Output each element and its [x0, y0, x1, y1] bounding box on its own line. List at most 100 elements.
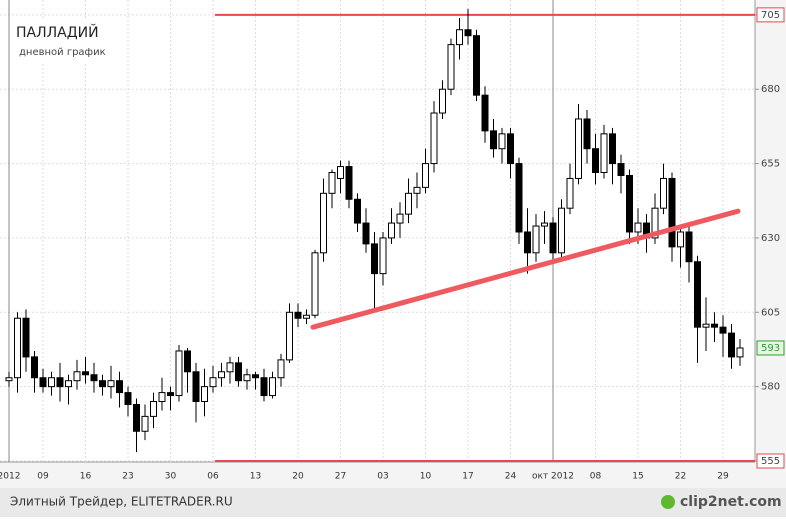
x-tick-label: 24 [505, 472, 517, 482]
candle-body [320, 192, 327, 254]
candle-body [422, 163, 429, 188]
x-tick-label: 27 [335, 472, 346, 482]
y-tick-label: 555 [761, 456, 780, 467]
candle-body [235, 362, 242, 382]
candle-body [430, 112, 438, 165]
candle-body [303, 314, 310, 319]
candle-body [575, 118, 582, 179]
candle-body [286, 311, 293, 361]
candle-body [694, 261, 701, 328]
x-tick-label: 29 [717, 472, 729, 482]
candle-body [660, 177, 667, 209]
candle-body [677, 231, 684, 248]
candle-body [277, 359, 285, 379]
x-tick-label: 09 [37, 472, 49, 482]
candle-body [609, 133, 616, 165]
candle-body [311, 252, 319, 316]
title-box [12, 20, 117, 62]
x-tick-label: 16 [80, 472, 92, 482]
x-tick-label: 30 [165, 472, 177, 482]
y-tick-label: 655 [761, 159, 780, 170]
tick-box [756, 453, 785, 469]
candle-body [379, 237, 387, 275]
candle-body [719, 326, 727, 334]
candle-body [371, 243, 378, 275]
candle-body [447, 44, 455, 90]
candle-body [90, 374, 98, 382]
x-tick-label: 13 [250, 472, 261, 482]
candle-body [524, 231, 531, 254]
candle-body [413, 186, 421, 194]
candle-body [328, 172, 336, 194]
candle-body [99, 380, 106, 388]
candle-body [56, 377, 64, 388]
candle-body [498, 133, 506, 150]
y-tick-label: 580 [761, 382, 780, 393]
candle-body [39, 377, 47, 388]
footer-source: Элитный Трейдер, ELITETRADER.RU [10, 495, 233, 509]
candle-body [294, 311, 302, 319]
x-tick-label: 23 [122, 472, 133, 482]
candle-body [600, 133, 608, 174]
candle-body [685, 231, 693, 263]
candle-body [116, 380, 123, 394]
candle-body [252, 374, 259, 379]
candle-body [541, 222, 548, 227]
x-tick-label: 2012 [0, 472, 20, 482]
candle-body [388, 222, 395, 239]
tick-box [756, 7, 785, 23]
candle-body [549, 222, 557, 254]
candle-body [269, 377, 276, 397]
last-price-box [756, 340, 785, 356]
candle-body [158, 392, 166, 403]
candle-body [558, 207, 565, 254]
x-tick-label: 06 [207, 472, 219, 482]
last-price-label: 593 [761, 343, 780, 354]
candle-body [201, 386, 208, 403]
candle-body [337, 166, 344, 179]
candle-body [192, 371, 200, 403]
candle-body [728, 332, 735, 358]
x-tick-label: 20 [292, 472, 304, 482]
candle-body [651, 207, 659, 239]
background [0, 0, 786, 488]
candle-body [22, 317, 30, 358]
candle-body [141, 415, 149, 432]
candle-body [65, 380, 72, 388]
chart-subtitle: дневной график [19, 47, 106, 58]
candle-body [218, 371, 225, 379]
candle-body [167, 392, 174, 397]
candle-body [634, 222, 642, 233]
y-tick-label: 705 [761, 10, 780, 21]
x-tick-label: окт 2012 [532, 472, 574, 482]
candle-body [226, 362, 234, 373]
candle-body [14, 317, 21, 379]
candle-body [456, 29, 463, 46]
candle-body [260, 377, 268, 397]
candle-body [617, 163, 625, 176]
candle-body [73, 371, 81, 382]
candle-body [48, 377, 55, 388]
candle-body [532, 225, 540, 254]
candle-body [439, 88, 446, 114]
candle-body [184, 350, 191, 373]
trend-line [310, 208, 741, 330]
candle-body [592, 148, 599, 174]
x-tick-label: 15 [632, 472, 643, 482]
candle-body [626, 174, 633, 233]
candle-body [31, 356, 38, 379]
candle-body [405, 192, 412, 215]
candle-body [566, 177, 574, 209]
chart-title: ПАЛЛАДИЙ [16, 23, 99, 41]
candle-body [583, 118, 591, 150]
candle-body [243, 374, 251, 382]
candle-body [345, 166, 353, 200]
candle-body [736, 347, 744, 358]
logo-icon [661, 495, 675, 509]
x-axis-band [0, 462, 755, 488]
candle-body [82, 371, 89, 376]
candle-body [515, 163, 523, 233]
y-axis-band [755, 0, 786, 488]
candle-body [473, 35, 480, 96]
